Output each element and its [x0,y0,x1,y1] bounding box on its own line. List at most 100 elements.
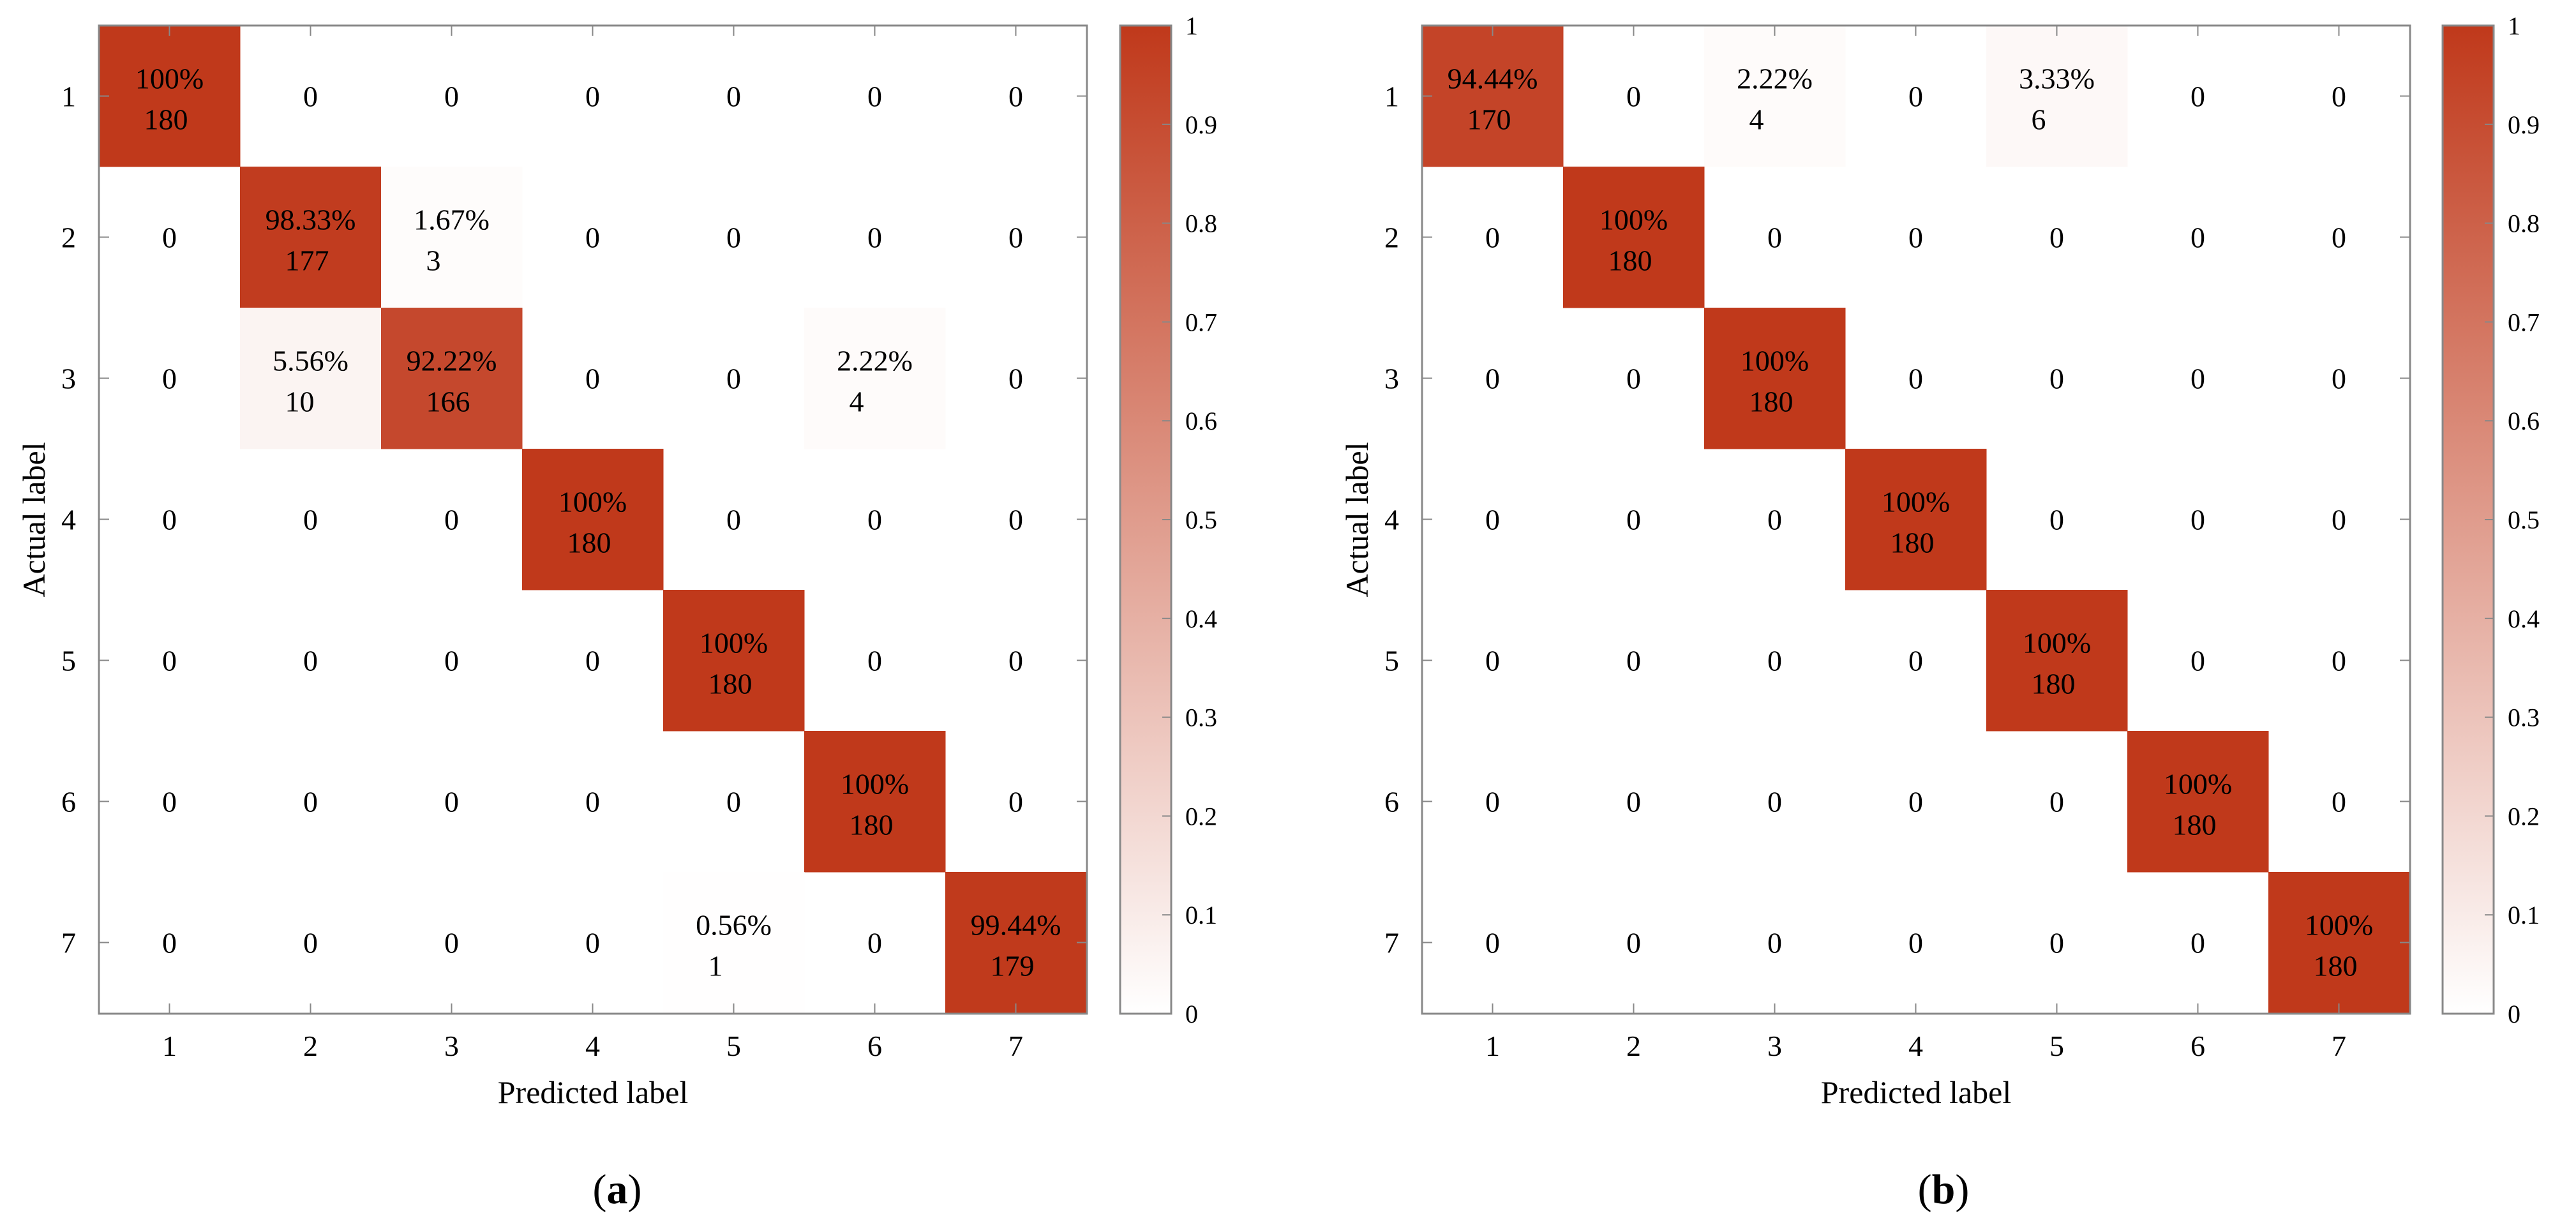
cell-count-label: 180 [1891,527,1935,559]
cell-count-label: 0 [585,786,600,818]
panel-a-ticks: 1 2 3 4 5 6 7 1 2 3 4 5 6 7 [61,26,1087,1062]
cell-count-label: 0 [1008,786,1023,818]
panel-a-cells: 100% 180 0 0 0 0 0 0 0 98.33% 177 1.67% 3 0 0 0 0 0 5.56% 1… [99,26,1087,1014]
heatmap-cell-r7-c7 [945,872,1087,1014]
cell-percent-label: 100% [558,486,627,518]
cell-count-label: 180 [850,809,894,841]
heatmap-cell-r3-c3 [1704,308,1846,449]
y-tick-label: 4 [61,504,76,536]
cell-count-label: 180 [708,668,753,700]
colorbar-tick-label: 0.7 [2508,308,2540,336]
panel-a-caption-letter: a [607,1166,628,1213]
cell-count-label: 0 [1767,504,1782,536]
heatmap-cell-r7-c7 [2268,872,2410,1014]
cell-percent-label: 100% [1599,204,1668,236]
y-tick-label: 7 [61,927,76,959]
cell-count-label: 0 [2332,504,2346,536]
heatmap-cell-r6-c6 [804,731,946,873]
cell-percent-label: 5.56% [273,345,348,377]
cell-count-label: 0 [1485,927,1500,959]
cell-percent-label: 100% [1741,345,1809,377]
heatmap-cell-r3-c3 [381,308,523,449]
colorbar-tick-label: 0.6 [2508,407,2540,435]
cell-count-label: 0 [2049,222,2064,254]
colorbar-tick-label: 1 [1185,11,1198,40]
y-tick-label: 6 [1384,786,1399,818]
cell-percent-label: 100% [2305,909,2373,942]
cell-count-label: 0 [867,222,882,254]
cell-count-label: 0 [726,363,741,395]
panel-b-caption-close: ) [1955,1166,1969,1213]
cell-count-label: 0 [1908,786,1923,818]
cell-count-label: 4 [1749,103,1764,136]
cell-count-label: 0 [1626,363,1641,395]
panel-a-ylabel: Actual label [16,442,52,597]
cell-count-label: 0 [867,927,882,959]
cell-count-label: 0 [1485,504,1500,536]
cell-count-label: 10 [285,386,315,418]
cell-count-label: 0 [162,786,177,818]
cell-count-label: 180 [144,103,188,136]
colorbar-tick-label: 1 [2508,11,2520,40]
cell-count-label: 0 [2190,222,2205,254]
x-tick-label: 2 [1626,1030,1641,1062]
cell-count-label: 0 [1908,927,1923,959]
panel-a-caption-close: ) [628,1166,642,1213]
x-tick-label: 2 [303,1030,318,1062]
x-tick-label: 7 [1008,1030,1023,1062]
colorbar-tick-label: 0 [2508,1000,2520,1028]
panel-a-caption: (a) [593,1166,642,1213]
cell-percent-label: 100% [700,627,768,659]
y-tick-label: 1 [61,80,76,113]
cell-count-label: 0 [303,927,318,959]
heatmap-cell-r1-c3 [1704,26,1846,167]
cell-count-label: 180 [2173,809,2217,841]
cell-count-label: 0 [1767,222,1782,254]
cell-percent-label: 2.22% [837,345,913,377]
cell-percent-label: 100% [2164,768,2232,800]
colorbar-tick-label: 0.2 [2508,802,2540,830]
cell-count-label: 0 [1908,80,1923,113]
x-tick-label: 4 [585,1030,600,1062]
cell-count-label: 0 [1626,80,1641,113]
cell-count-label: 0 [444,927,459,959]
cell-count-label: 0 [303,786,318,818]
panel-b-caption: (b) [1918,1166,1970,1213]
cell-count-label: 0 [162,927,177,959]
cell-count-label: 0 [1008,363,1023,395]
cell-count-label: 0 [2049,927,2064,959]
heatmap-cell-r1-c1 [99,26,241,167]
colorbar-tick-label: 0.3 [2508,703,2540,732]
cell-count-label: 0 [867,504,882,536]
cell-count-label: 0 [1008,645,1023,677]
cell-count-label: 0 [2190,927,2205,959]
cell-count-label: 0 [585,80,600,113]
cell-count-label: 0 [162,645,177,677]
cell-percent-label: 100% [1882,486,1950,518]
y-tick-label: 3 [1384,363,1399,395]
cell-count-label: 0 [1485,363,1500,395]
y-tick-label: 6 [61,786,76,818]
cell-percent-label: 92.22% [407,345,497,377]
cell-count-label: 4 [850,386,864,418]
colorbar-tick-label: 0.2 [1185,802,1217,830]
x-tick-label: 7 [2332,1030,2346,1062]
cell-count-label: 0 [2190,645,2205,677]
cell-count-label: 0 [2049,363,2064,395]
panel-b-ticks: 1 2 3 4 5 6 7 1 2 3 4 5 6 7 [1384,26,2410,1062]
panel-b-xlabel: Predicted label [1821,1074,2012,1110]
heatmap-cell-r2-c2 [1563,167,1705,308]
cell-count-label: 1 [708,950,723,982]
colorbar-tick-label: 0.9 [1185,110,1217,139]
colorbar-tick-label: 0.5 [1185,506,1217,534]
cell-count-label: 0 [444,645,459,677]
colorbar-tick-label: 0 [1185,1000,1198,1028]
heatmap-cell-r3-c6 [804,308,946,449]
cell-count-label: 0 [1485,645,1500,677]
colorbar-tick-label: 0.4 [1185,605,1217,633]
cell-count-label: 166 [426,386,470,418]
panel-b-caption-open: ( [1918,1166,1932,1213]
cell-count-label: 0 [1626,927,1641,959]
